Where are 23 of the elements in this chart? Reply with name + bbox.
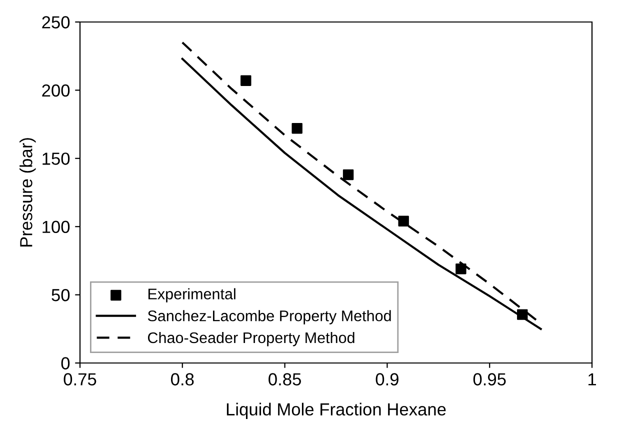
x-tick-label: 0.9 xyxy=(376,373,398,386)
legend-label: Sanchez-Lacombe Property Method xyxy=(148,310,391,324)
x-tick-label: 0.85 xyxy=(268,373,301,386)
x-tick-label: 0.95 xyxy=(473,373,506,386)
y-tick-label: 0 xyxy=(61,357,70,370)
legend-label: Chao-Seader Property Method xyxy=(148,332,354,346)
x-tick-label: 0.8 xyxy=(171,373,194,386)
point xyxy=(292,123,302,134)
y-tick-label: 200 xyxy=(42,84,70,97)
x-tick-label: 0.75 xyxy=(64,373,96,386)
point xyxy=(517,309,528,320)
point xyxy=(342,169,354,180)
point xyxy=(240,75,252,86)
y-tick-label: 250 xyxy=(42,16,70,28)
y-axis-title: Pressure (bar) xyxy=(20,138,36,247)
point xyxy=(456,264,466,274)
x-axis-title: Liquid Mole Fraction Hexane xyxy=(226,402,446,419)
point xyxy=(398,216,409,226)
y-tick-label: 50 xyxy=(52,288,70,302)
y-tick-label: 100 xyxy=(42,220,70,234)
legend-label: Experimental xyxy=(148,288,236,302)
y-tick-label: 150 xyxy=(42,152,70,165)
x-tick-label: 1 xyxy=(588,373,596,386)
